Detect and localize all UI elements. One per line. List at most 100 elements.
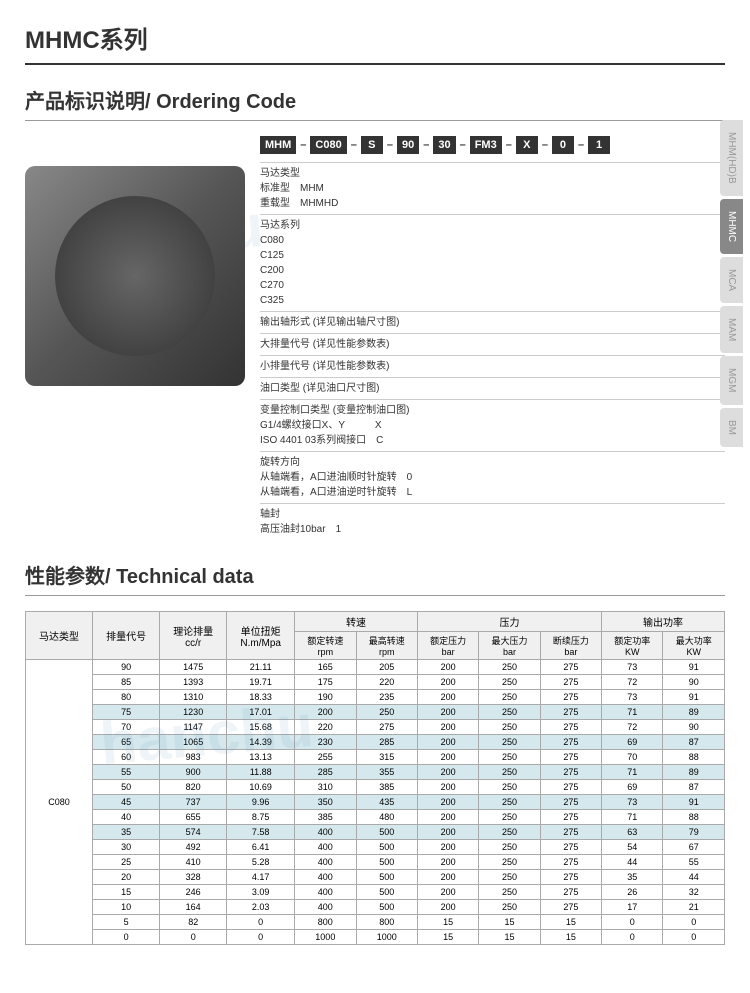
- cell: 11.88: [227, 765, 295, 780]
- cell: 230: [295, 735, 356, 750]
- cell: 250: [479, 660, 540, 675]
- code-box-6: X: [516, 136, 538, 154]
- cell: 1000: [356, 930, 417, 945]
- cell: 285: [356, 735, 417, 750]
- cell: 250: [479, 735, 540, 750]
- cell: 3.09: [227, 885, 295, 900]
- th-group-1: 压力: [417, 612, 601, 632]
- cell: 200: [417, 810, 478, 825]
- tab-bm[interactable]: BM: [720, 408, 743, 447]
- cell: 60: [93, 750, 160, 765]
- cell: 250: [479, 885, 540, 900]
- cell: 250: [479, 855, 540, 870]
- code-line: 标准型 MHM: [260, 181, 725, 196]
- th-0: 马达类型: [26, 612, 93, 660]
- main-title: MHMC系列: [25, 20, 725, 65]
- cell: 200: [417, 735, 478, 750]
- table-row: 80131018.331902352002502757391: [26, 690, 725, 705]
- cell: 275: [540, 750, 601, 765]
- code-group-1: 马达系列C080C125C200C270C325: [260, 214, 725, 311]
- cell: 70: [602, 750, 663, 765]
- cell: 275: [540, 885, 601, 900]
- code-group-title: 轴封: [260, 507, 725, 522]
- table-row: 0001000100015151500: [26, 930, 725, 945]
- cell: 275: [540, 855, 601, 870]
- cell: 17.01: [227, 705, 295, 720]
- table-row: 304926.414005002002502755467: [26, 840, 725, 855]
- cell: 900: [160, 765, 227, 780]
- cell: 275: [540, 780, 601, 795]
- cell: 0: [93, 930, 160, 945]
- cell: 250: [479, 900, 540, 915]
- cell: 1147: [160, 720, 227, 735]
- ordering-title: 产品标识说明/ Ordering Code: [25, 85, 725, 121]
- cell: 7.58: [227, 825, 295, 840]
- tab-mam[interactable]: MAM: [720, 306, 743, 353]
- cell: 275: [540, 840, 601, 855]
- cell: 15: [417, 930, 478, 945]
- th-sub-6: 额定压力bar: [417, 632, 478, 660]
- cell: 200: [417, 690, 478, 705]
- cell: 8.75: [227, 810, 295, 825]
- cell: 15: [540, 915, 601, 930]
- cell: 385: [356, 780, 417, 795]
- cell: 250: [479, 840, 540, 855]
- cell: 200: [417, 825, 478, 840]
- cell: 220: [295, 720, 356, 735]
- code-box-2: S: [361, 136, 383, 154]
- cell: 0: [160, 930, 227, 945]
- cell: 400: [295, 900, 356, 915]
- cell: 190: [295, 690, 356, 705]
- code-line: C270: [260, 278, 725, 293]
- cell: 205: [356, 660, 417, 675]
- cell: 250: [479, 780, 540, 795]
- code-group-3: 大排量代号 (详见性能参数表): [260, 333, 725, 355]
- cell: 246: [160, 885, 227, 900]
- cell: 1393: [160, 675, 227, 690]
- cell: 200: [417, 900, 478, 915]
- table-row: 101642.034005002002502751721: [26, 900, 725, 915]
- tab-mhm(hd)b[interactable]: MHM(HD)B: [720, 120, 743, 196]
- cell: 87: [663, 735, 725, 750]
- cell: 574: [160, 825, 227, 840]
- cell: 73: [602, 690, 663, 705]
- cell: 91: [663, 795, 725, 810]
- cell: 10: [93, 900, 160, 915]
- cell: 90: [663, 675, 725, 690]
- code-group-4: 小排量代号 (详见性能参数表): [260, 355, 725, 377]
- cell: 250: [356, 705, 417, 720]
- cell: 164: [160, 900, 227, 915]
- code-box-3: 90: [397, 136, 419, 154]
- tab-mhmc[interactable]: MHMC: [720, 199, 743, 254]
- cell: 285: [295, 765, 356, 780]
- table-row: 457379.963504352002502757391: [26, 795, 725, 810]
- tab-mca[interactable]: MCA: [720, 257, 743, 303]
- code-group-title: 输出轴形式 (详见输出轴尺寸图): [260, 315, 725, 330]
- code-line: ISO 4401 03系列阀接口 C: [260, 433, 725, 448]
- code-boxes: MHM–C080–S–90–30–FM3–X–0–1: [260, 136, 725, 154]
- table-row: 203284.174005002002502753544: [26, 870, 725, 885]
- cell: 500: [356, 870, 417, 885]
- code-line: C325: [260, 293, 725, 308]
- cell: 44: [602, 855, 663, 870]
- cell: 800: [356, 915, 417, 930]
- cell: 73: [602, 795, 663, 810]
- technical-table: 马达类型排量代号理论排量cc/r单位扭矩N.m/Mpa转速压力输出功率额定转速r…: [25, 611, 725, 945]
- tab-mgm[interactable]: MGM: [720, 356, 743, 404]
- cell: 255: [295, 750, 356, 765]
- cell: 1475: [160, 660, 227, 675]
- table-row: 85139319.711752202002502757290: [26, 675, 725, 690]
- cell: 400: [295, 825, 356, 840]
- cell: 820: [160, 780, 227, 795]
- code-line: 高压油封10bar 1: [260, 522, 725, 537]
- cell: 500: [356, 885, 417, 900]
- cell: 315: [356, 750, 417, 765]
- cell: 350: [295, 795, 356, 810]
- cell: 250: [479, 825, 540, 840]
- cell: 480: [356, 810, 417, 825]
- table-row: 582080080015151500: [26, 915, 725, 930]
- cell: 71: [602, 810, 663, 825]
- cell: 21.11: [227, 660, 295, 675]
- cell: 20: [93, 870, 160, 885]
- cell: 220: [356, 675, 417, 690]
